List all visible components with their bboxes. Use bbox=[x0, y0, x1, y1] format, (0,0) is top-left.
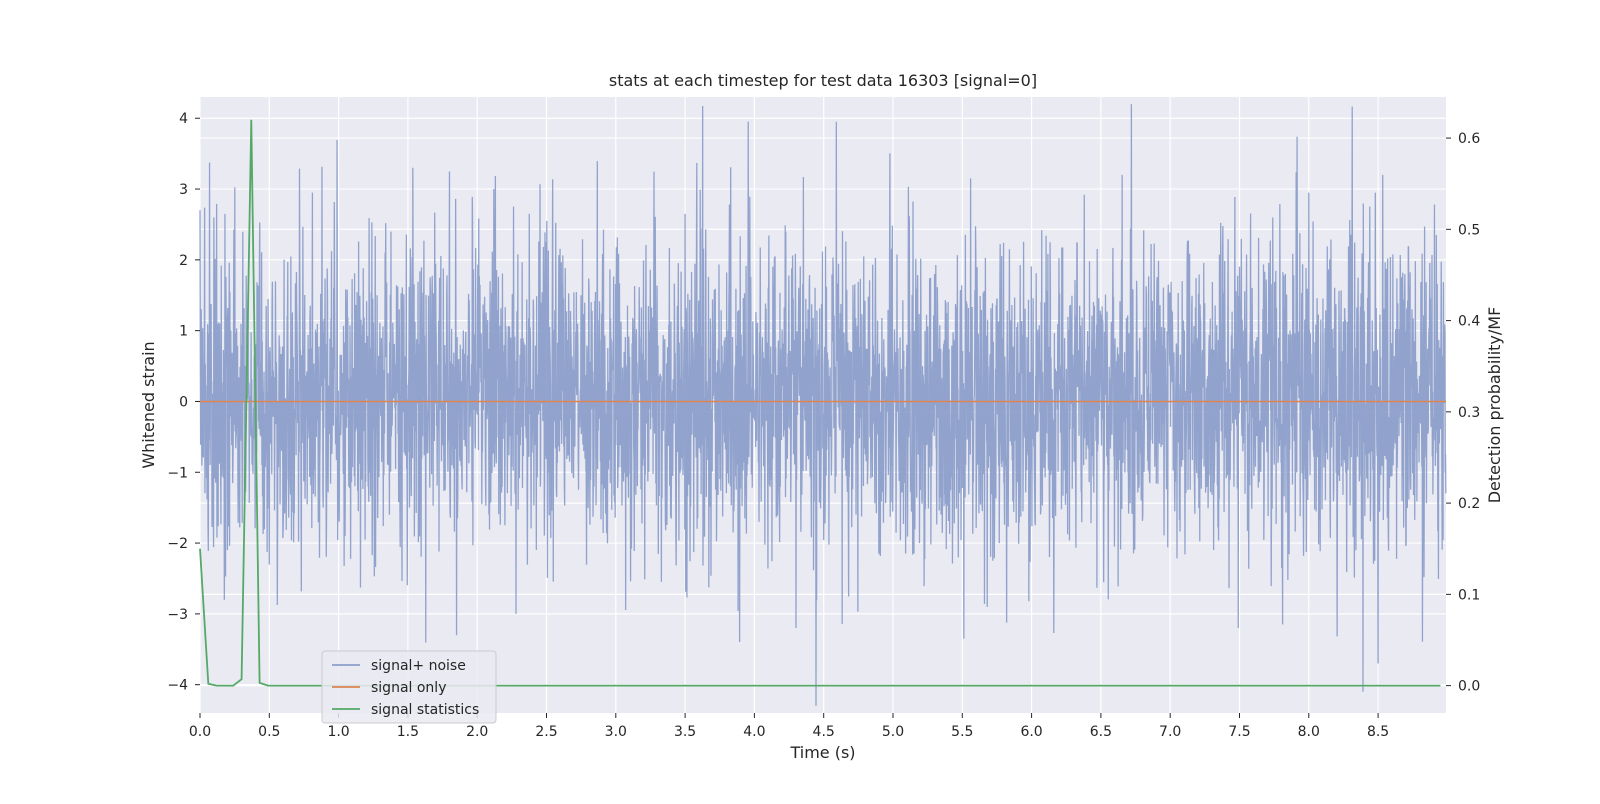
x-tick-label: 1.5 bbox=[397, 724, 419, 740]
y2-tick-label: 0.5 bbox=[1458, 222, 1480, 238]
x-tick-label: 6.5 bbox=[1090, 724, 1112, 740]
y2-tick-label: 0.6 bbox=[1458, 131, 1480, 147]
x-tick-label: 8.0 bbox=[1298, 724, 1320, 740]
x-tick-label: 6.0 bbox=[1020, 724, 1042, 740]
legend: signal+ noise signal only signal statist… bbox=[321, 650, 497, 724]
y-tick-label: 3 bbox=[179, 182, 188, 198]
y2-axis-label: Detection probability/MF bbox=[1485, 307, 1504, 504]
x-tick-label: 5.5 bbox=[951, 724, 973, 740]
y-tick-label: 0 bbox=[179, 394, 188, 410]
x-tick-label: 0.5 bbox=[258, 724, 280, 740]
x-tick-label: 5.0 bbox=[882, 724, 904, 740]
x-tick-label: 3.5 bbox=[674, 724, 696, 740]
x-tick-label: 7.0 bbox=[1159, 724, 1181, 740]
y-tick-label: −1 bbox=[167, 465, 188, 481]
chart-title: stats at each timestep for test data 163… bbox=[609, 71, 1037, 90]
y-tick-label: 4 bbox=[179, 111, 188, 127]
y2-tick-label: 0.1 bbox=[1458, 587, 1480, 603]
series-signal-plus-noise-line bbox=[199, 104, 1447, 706]
axes-layer: 0.0 0.5 1.0 1.5 2.0 2.5 3.0 3.5 4.0 4.5 5.0 5.5 6.0 6… bbox=[167, 111, 1480, 740]
x-tick-label: 4.0 bbox=[743, 724, 765, 740]
y-tick-label: 2 bbox=[179, 253, 188, 269]
legend-label-signal-statistics: signal statistics bbox=[371, 702, 479, 718]
legend-box bbox=[321, 650, 497, 724]
series-signal-statistics bbox=[199, 119, 1441, 687]
x-tick-label: 2.5 bbox=[535, 724, 557, 740]
y2-tick-label: 0.4 bbox=[1458, 314, 1480, 330]
series-signal-plus-noise bbox=[199, 104, 1447, 706]
series-signal-statistics-line bbox=[199, 119, 1441, 687]
y2-tick-label: 0.2 bbox=[1458, 496, 1480, 512]
x-tick-label: 4.5 bbox=[813, 724, 835, 740]
x-axis-label: Time (s) bbox=[789, 743, 855, 762]
y2-tick-label: 0.3 bbox=[1458, 405, 1480, 421]
x-tick-label: 1.0 bbox=[327, 724, 349, 740]
legend-label-signal-plus-noise: signal+ noise bbox=[371, 658, 466, 674]
x-tick-label: 0.0 bbox=[189, 724, 211, 740]
x-tick-label: 2.0 bbox=[466, 724, 488, 740]
y-tick-label: −3 bbox=[167, 607, 188, 623]
y-axis-label: Whitened strain bbox=[139, 341, 158, 468]
legend-label-signal-only: signal only bbox=[371, 680, 446, 696]
x-tick-label: 8.5 bbox=[1367, 724, 1389, 740]
x-tick-label: 3.0 bbox=[605, 724, 627, 740]
y-tick-label: −4 bbox=[167, 678, 188, 694]
y-tick-label: −2 bbox=[167, 536, 188, 552]
y-tick-label: 1 bbox=[179, 324, 188, 340]
x-tick-label: 7.5 bbox=[1228, 724, 1250, 740]
y2-tick-label: 0.0 bbox=[1458, 679, 1480, 695]
